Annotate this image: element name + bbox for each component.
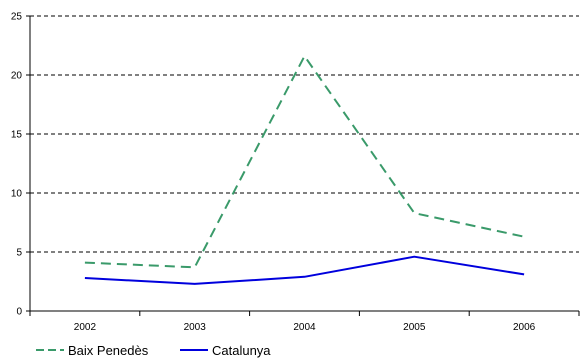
data-point-baix-penedes-2006 <box>523 236 525 238</box>
gridlines <box>30 15 579 253</box>
series-line-baix-penedes <box>84 55 525 269</box>
data-point-catalunya-2005 <box>413 256 415 258</box>
y-tick-label-15: 15 <box>11 130 23 141</box>
data-point-catalunya-2002 <box>84 277 86 279</box>
x-tick-label-2005: 2005 <box>403 322 426 333</box>
x-tick-labels: 2002 2003 2004 2005 2006 <box>74 322 536 333</box>
x-tick-label-2006: 2006 <box>513 322 536 333</box>
legend-label-catalunya: Catalunya <box>212 343 271 358</box>
series-lines <box>84 55 525 285</box>
data-point-baix-penedes-2002 <box>84 262 86 264</box>
y-tick-labels: 0 5 10 15 20 25 <box>11 12 23 318</box>
legend: Baix Penedès Catalunya <box>36 343 271 358</box>
data-point-baix-penedes-2005 <box>413 212 415 214</box>
y-tick-label-20: 20 <box>11 71 23 82</box>
y-tick-label-10: 10 <box>11 189 23 200</box>
x-tick-label-2003: 2003 <box>184 322 207 333</box>
data-point-catalunya-2003 <box>194 283 196 285</box>
legend-item-catalunya: Catalunya <box>180 343 271 358</box>
series-line-catalunya <box>84 255 525 285</box>
y-tick-label-5: 5 <box>16 248 22 259</box>
axes <box>26 15 580 316</box>
data-point-baix-penedes-2004 <box>304 55 306 57</box>
x-tick-label-2004: 2004 <box>293 322 316 333</box>
y-tick-label-0: 0 <box>16 307 22 318</box>
data-point-catalunya-2006 <box>523 273 525 275</box>
x-tick-label-2002: 2002 <box>74 322 97 333</box>
y-tick-label-25: 25 <box>11 12 23 23</box>
legend-label-baix-penedes: Baix Penedès <box>68 343 149 358</box>
data-point-catalunya-2004 <box>304 276 306 278</box>
legend-item-baix-penedes: Baix Penedès <box>36 343 149 358</box>
data-point-baix-penedes-2003 <box>194 266 196 268</box>
